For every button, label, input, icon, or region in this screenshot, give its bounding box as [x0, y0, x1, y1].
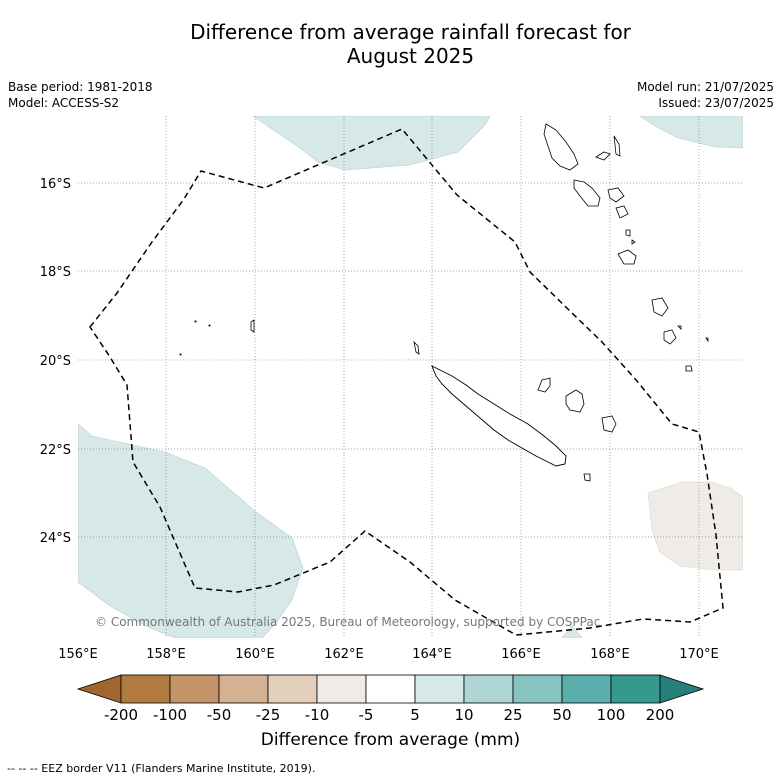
colorbar-segment — [610, 674, 661, 704]
wet-anomaly-north — [252, 116, 491, 171]
colorbar-tick-label: 25 — [503, 706, 522, 724]
map-title: Difference from average rainfall forecas… — [0, 20, 781, 68]
gridlines — [78, 116, 743, 638]
lon-label-160e: 160°E — [235, 647, 275, 662]
colorbar-tick-label: -100 — [153, 706, 187, 724]
lon-label-168e: 168°E — [590, 647, 630, 662]
colorbar-arrow-high — [659, 674, 705, 704]
colorbar-tick-label: -5 — [359, 706, 374, 724]
colorbar-tick-label: 5 — [410, 706, 420, 724]
wet-anomaly-south — [561, 625, 583, 638]
colorbar-segment — [218, 674, 269, 704]
colorbar-segment — [169, 674, 220, 704]
issued-date: Issued: 23/07/2025 — [658, 96, 774, 110]
meta-right: Model run: 21/07/2025 Issued: 23/07/2025 — [637, 79, 774, 111]
colorbar-segment — [120, 674, 171, 704]
base-period: Base period: 1981-2018 — [8, 80, 153, 94]
colorbar-arrow-low — [76, 674, 122, 704]
pentecost — [607, 187, 625, 203]
colorbar-title: Difference from average (mm) — [260, 730, 521, 750]
model-run: Model run: 21/07/2025 — [636, 80, 774, 94]
malekula — [573, 179, 601, 207]
colorbar: -200 -100 -50 -25 -10 -5 5 10 25 50 100 200 — [76, 674, 705, 724]
colorbar-tick-label: 10 — [454, 706, 473, 724]
loyalty-mare — [601, 415, 617, 433]
meta-left: Base period: 1981-2018 Model: ACCESS-S2 — [8, 79, 153, 111]
title-line-1: Difference from average rainfall forecas… — [190, 20, 631, 44]
lat-label-16s: 16°S — [40, 177, 71, 192]
colorbar-tick-label: 200 — [646, 706, 675, 724]
colorbar-tick-label: -50 — [207, 706, 232, 724]
espiritu-santo — [543, 123, 579, 171]
small-islets-west — [179, 320, 211, 356]
efate — [617, 249, 637, 265]
erromango — [651, 297, 669, 317]
colorbar-segment — [414, 674, 465, 704]
colorbar-tick-label: 100 — [597, 706, 626, 724]
lat-label-20s: 20°S — [40, 354, 71, 369]
colorbar-tick-label: -10 — [305, 706, 330, 724]
lon-label-158e: 158°E — [146, 647, 186, 662]
aneityum — [685, 365, 693, 372]
colorbar-tick-label: -200 — [104, 706, 138, 724]
eez-footnote: -- -- -- EEZ border V11 (Flanders Marine… — [7, 762, 316, 775]
isle-of-pines — [583, 473, 591, 482]
small-islets-vanuatu — [625, 229, 636, 245]
lon-label-166e: 166°E — [501, 647, 541, 662]
epi — [615, 205, 629, 219]
colorbar-segment — [316, 674, 367, 704]
colorbar-segment — [365, 674, 416, 704]
small-islet-east — [677, 325, 709, 343]
ambae — [595, 151, 611, 161]
lat-label-24s: 24°S — [40, 531, 71, 546]
lon-label-156e: 156°E — [58, 647, 98, 662]
new-caledonia-coastline — [431, 365, 567, 467]
loyalty-ouvea — [537, 377, 551, 393]
chesterfield-islets — [250, 319, 255, 333]
eez-border — [89, 128, 724, 636]
colorbar-tick-label: 50 — [552, 706, 571, 724]
longitude-labels: 156°E 158°E 160°E 162°E 164°E 166°E 168°… — [58, 647, 719, 662]
loyalty-lifou — [565, 389, 585, 413]
wet-anomaly-southwest — [78, 423, 304, 638]
map-panel: © Commonwealth of Australia 2025, Bureau… — [78, 116, 743, 638]
lat-label-22s: 22°S — [40, 443, 71, 458]
colorbar-segment — [561, 674, 612, 704]
lon-label-170e: 170°E — [679, 647, 719, 662]
lon-label-164e: 164°E — [412, 647, 452, 662]
colorbar-tick-label: -25 — [256, 706, 281, 724]
wet-anomaly-northeast — [639, 116, 743, 149]
lon-label-162e: 162°E — [324, 647, 364, 662]
maewo — [613, 135, 621, 157]
belep-islands — [413, 340, 420, 355]
tanna — [663, 329, 677, 345]
latitude-labels: 16°S 18°S 20°S 22°S 24°S — [40, 177, 71, 546]
lat-label-18s: 18°S — [40, 265, 71, 280]
colorbar-segment — [512, 674, 563, 704]
colorbar-segment — [267, 674, 318, 704]
model-name: Model: ACCESS-S2 — [8, 96, 120, 110]
title-line-2: August 2025 — [346, 44, 475, 68]
dry-anomaly-east — [647, 481, 743, 571]
copyright-note: © Commonwealth of Australia 2025, Bureau… — [95, 615, 600, 629]
colorbar-segment — [463, 674, 514, 704]
